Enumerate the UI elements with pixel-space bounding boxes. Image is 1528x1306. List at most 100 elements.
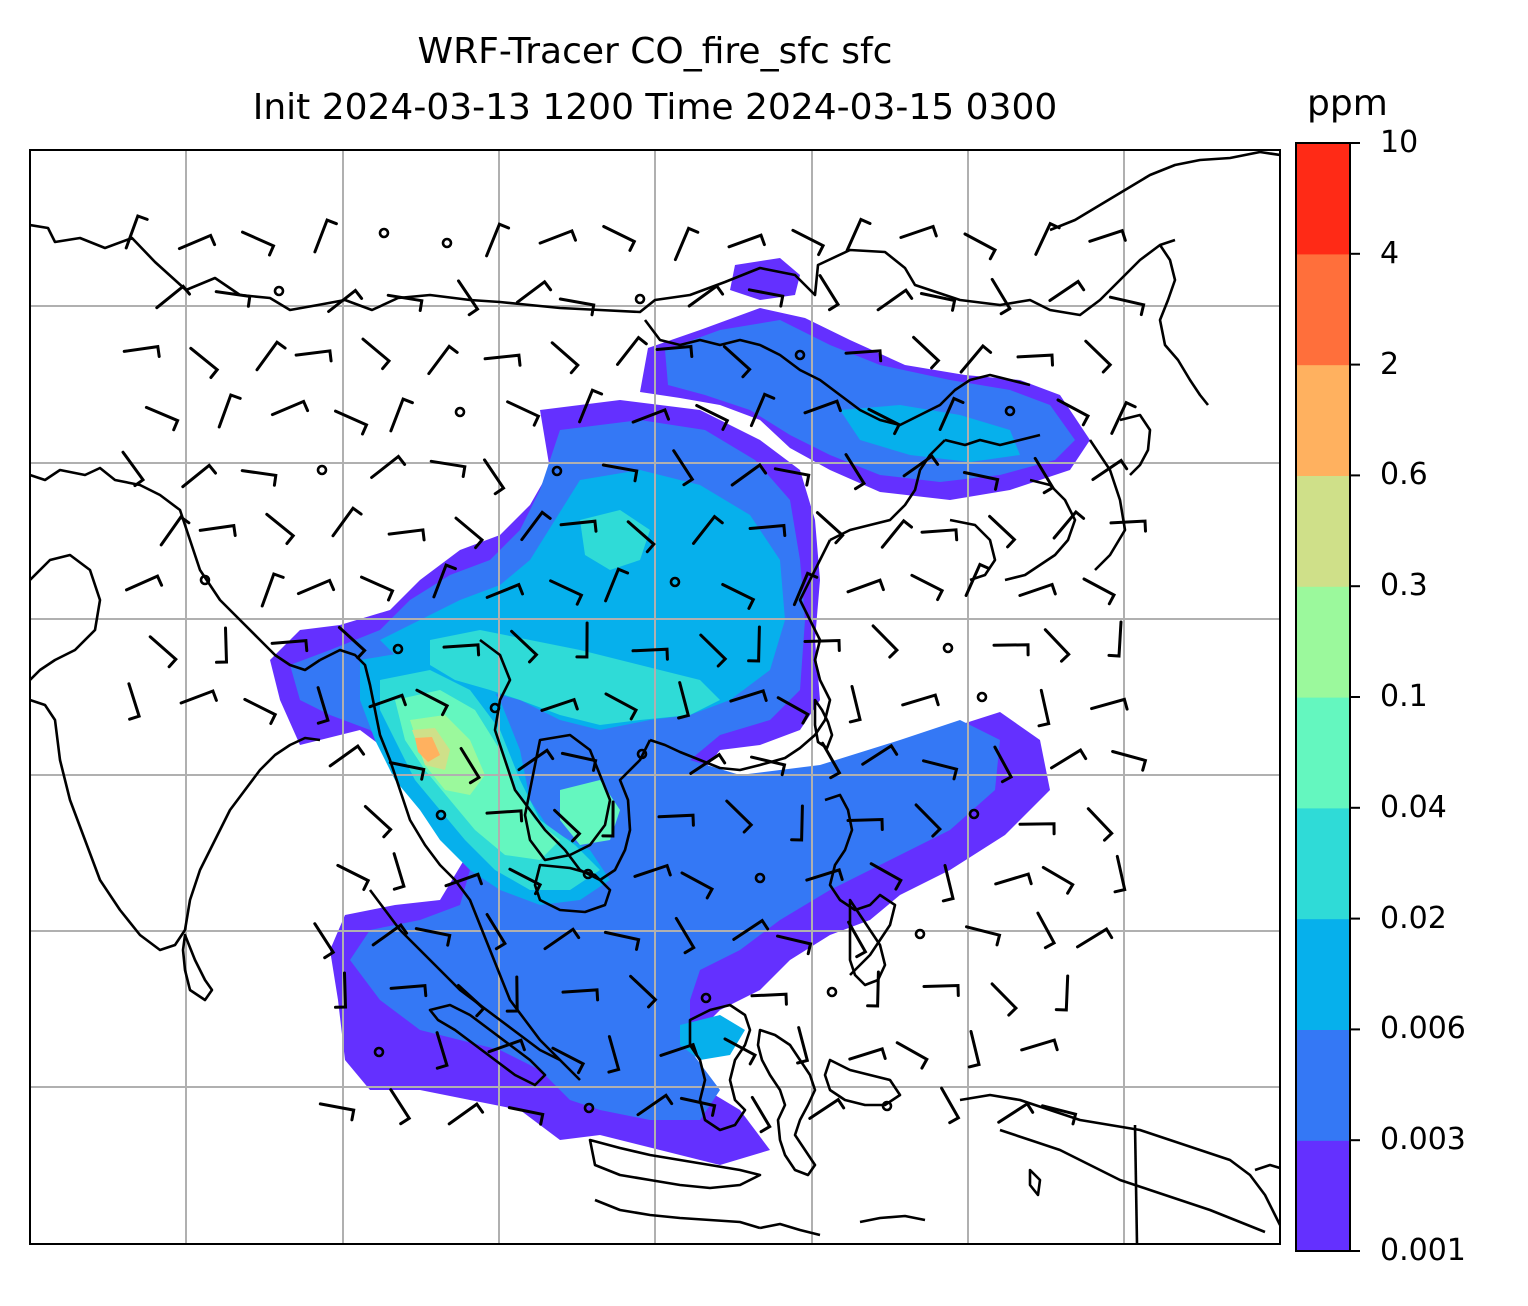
wind-barb-95 [748,523,787,537]
wind-barb-107 [432,563,457,599]
coastline-segment-0 [30,223,1176,317]
wind-barb-83 [1033,456,1055,495]
wind-barb-138 [243,697,278,725]
plume-region-8 [680,1015,745,1060]
wind-barb-10 [727,233,766,249]
wind-barb-53 [270,399,310,417]
wind-barb-23 [515,279,553,304]
plume-region-6 [840,405,1020,462]
wind-barb-76 [601,463,639,483]
wind-barb-calm-142 [489,702,501,714]
plume-region-9 [430,630,720,725]
coastline-segment-18 [588,1138,762,1190]
wind-barb-calm-75 [551,465,563,477]
coastline-segment-34 [949,518,997,582]
colorbar-tick-label-2: 0.006 [1380,1011,1466,1047]
coastline-segment-22 [959,1093,1280,1226]
wind-barb-110 [604,567,630,603]
wind-barb-94 [692,514,724,545]
coastline-segment-31 [1158,244,1210,406]
wind-barb-39 [427,344,459,376]
wind-barb-134 [1043,628,1071,663]
colorbar-tick-label-0: 0.001 [1380,1233,1466,1268]
wind-barb-154 [388,761,426,781]
coastline-segment-15 [848,898,887,987]
wind-barb-108 [485,582,524,599]
wind-barb-36 [255,340,287,372]
coastline-segment-29 [1254,1163,1280,1172]
wind-barb-159 [689,752,727,775]
wind-barb-55 [389,397,414,433]
wind-barb-84 [1091,458,1129,481]
wind-barb-170 [553,808,582,843]
wind-barb-105 [296,578,336,596]
wind-barb-141 [415,688,450,717]
wind-barb-86 [198,523,237,537]
wind-barb-43 [655,344,694,358]
wind-barb-calm-71 [316,464,328,476]
wind-barb-22 [457,279,480,317]
coastline-segment-3 [30,698,321,952]
wind-barb-79 [773,467,811,487]
wind-barb-116 [964,562,991,597]
wind-barb-72 [370,454,407,479]
chart-title-line-2: Init 2024-03-13 1200 Time 2024-03-15 030… [252,87,1058,128]
wind-barb-171 [601,800,615,838]
colorbar-segment-9 [1296,143,1350,255]
wind-barb-196 [414,927,452,947]
wind-barb-239 [679,1096,717,1117]
coastline-segment-1 [30,466,321,672]
wind-barb-211 [505,975,519,1013]
wind-barb-212 [561,988,600,1002]
wind-barb-calm-177 [968,808,980,820]
wind-barb-98 [920,528,959,542]
wind-barb-153 [328,744,366,768]
wind-barb-178 [1018,822,1056,836]
coastline-segment-30 [1049,150,1280,232]
colorbar-tick-label-4: 0.04 [1380,789,1447,825]
wind-barb-136 [127,682,141,721]
wind-barb-64 [938,396,965,431]
wind-barb-calm-56 [454,406,466,418]
chart-title-line-1: WRF-Tracer CO_fire_sfc sfc [417,31,893,72]
wind-barb-calm-111 [669,576,681,588]
wind-barb-144 [604,692,639,721]
wind-barb-14 [963,232,998,261]
wind-barb-188 [805,868,844,882]
colorbar-segment-4 [1296,697,1350,809]
colorbar-tick-label-1: 0.003 [1380,1122,1466,1158]
wind-barb-238 [636,1093,674,1117]
wind-barb-calm-25 [634,293,646,305]
plume-region-2 [730,258,800,300]
wind-barb-203 [847,920,868,959]
wind-barb-195 [371,923,409,947]
wind-barb-148 [848,685,862,724]
wind-barb-118 [1082,577,1117,606]
colorbar-segment-3 [1296,807,1350,920]
wind-barb-80 [844,453,867,491]
wind-barb-198 [543,927,581,951]
wind-barb-217 [866,970,880,1008]
wind-barb-192 [1041,865,1075,895]
wind-barb-20 [327,288,364,313]
wind-barb-57 [506,400,541,427]
wind-barb-69 [181,463,217,489]
wind-barb-233 [318,1102,356,1122]
wind-barb-180 [336,863,371,891]
colorbar-tick-label-3: 0.02 [1380,900,1447,936]
wind-barb-48 [959,343,993,374]
wind-barb-244 [997,1101,1035,1124]
wind-barb-calm-65 [1004,405,1016,417]
wind-barb-41 [550,341,580,375]
coastline-segment-24 [1133,1124,1139,1244]
wind-barb-201 [732,918,770,941]
wind-barb-42 [616,335,648,366]
wind-barb-66 [1056,398,1091,427]
wind-barb-205 [965,925,1002,947]
wind-barb-11 [791,228,826,257]
wind-barb-151 [1037,688,1051,728]
colorbar-tick-label-5: 0.1 [1380,679,1428,714]
wind-barb-calm-204 [914,928,926,940]
wind-barb-165 [1050,748,1088,770]
wind-barb-161 [821,741,842,780]
